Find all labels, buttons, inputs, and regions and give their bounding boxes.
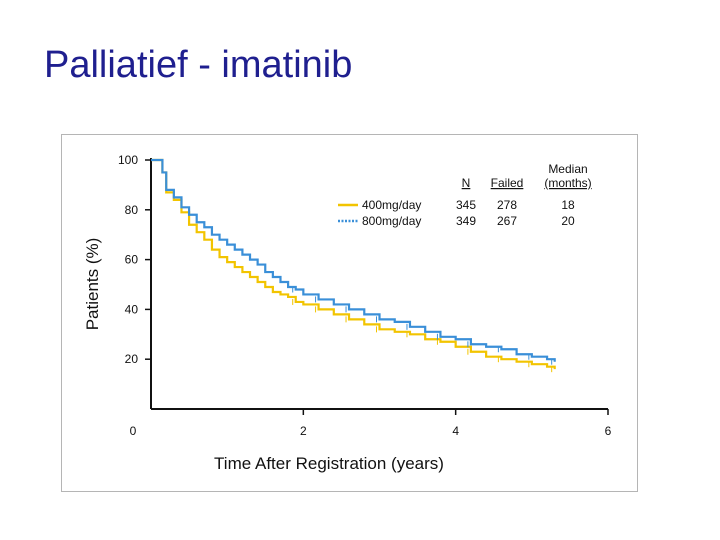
legend-label-400: 400mg/day <box>362 198 421 212</box>
x-tick-label: 0 <box>130 424 137 438</box>
legend-median-400: 18 <box>561 198 575 212</box>
series-lines <box>151 158 556 373</box>
chart-frame: 20 40 60 80 100 0 2 4 6 N Failed Median (months)… <box>61 134 638 492</box>
y-axis-label: Patients (%) <box>83 238 102 331</box>
y-tick-label: 20 <box>125 352 139 366</box>
y-tick-label: 40 <box>125 302 139 316</box>
legend-n-800: 349 <box>456 214 476 228</box>
legend-label-800: 800mg/day <box>362 214 421 228</box>
km-chart: 20 40 60 80 100 0 2 4 6 N Failed Median (months)… <box>83 153 612 473</box>
y-tick-label: 80 <box>125 203 139 217</box>
legend-header-median-unit: (months) <box>544 176 591 190</box>
legend-table: N Failed Median (months) 400mg/day 345 2… <box>338 162 592 228</box>
legend-failed-400: 278 <box>497 198 517 212</box>
series-line-400mg <box>151 158 556 370</box>
legend-header-n: N <box>462 176 471 190</box>
x-tick-label: 4 <box>452 424 459 438</box>
legend-n-400: 345 <box>456 198 476 212</box>
legend-header-failed: Failed <box>491 176 524 190</box>
slide-title: Palliatief - imatinib <box>44 44 353 86</box>
x-tick-label: 6 <box>605 424 612 438</box>
x-axis-label: Time After Registration (years) <box>214 454 444 473</box>
axes: 20 40 60 80 100 0 2 4 6 <box>118 153 612 438</box>
legend-header-median: Median <box>548 162 587 176</box>
legend-median-800: 20 <box>561 214 575 228</box>
y-tick-label: 100 <box>118 153 138 167</box>
legend-failed-800: 267 <box>497 214 517 228</box>
series-line-800mg <box>151 158 556 362</box>
y-tick-label: 60 <box>125 253 139 267</box>
x-tick-label: 2 <box>300 424 307 438</box>
